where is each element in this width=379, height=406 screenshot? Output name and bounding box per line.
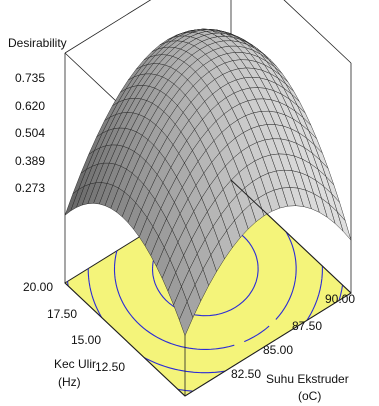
box-edge — [230, 179, 352, 294]
surface-patch — [337, 211, 352, 241]
y-tick-label: 82.50 — [231, 367, 262, 381]
y-tick-label: 85.00 — [263, 343, 294, 357]
z-tick-label: 0.620 — [14, 99, 45, 113]
z-tick-label: 0.273 — [14, 181, 45, 195]
x-tick-label: 17.50 — [46, 307, 77, 321]
z-tick-label: 0.504 — [14, 126, 45, 140]
box-edge — [184, 292, 352, 397]
contour-line — [87, 266, 323, 374]
y-tick-label: 90.00 — [325, 292, 356, 306]
box-edge — [64, 0, 152, 54]
y-axis-label-unit: (oC) — [298, 389, 322, 403]
z-tick-label: 0.735 — [14, 71, 45, 85]
y-tick-label: 87.50 — [292, 319, 323, 333]
x-axis-label-unit: (Hz) — [58, 375, 81, 389]
y-axis-label: Suhu Ekstruder — [266, 372, 349, 386]
z-tick-label: 0.389 — [14, 154, 45, 168]
response-surface — [64, 28, 352, 397]
x-axis-label: Kec Ulir — [54, 357, 97, 371]
box-edge — [283, 0, 352, 64]
box-edge — [64, 282, 186, 397]
x-tick-label: 12.50 — [94, 360, 125, 374]
z-axis-label: Desirability — [8, 36, 67, 50]
x-tick-label: 15.00 — [70, 333, 101, 347]
x-tick-label: 20.00 — [22, 280, 53, 294]
